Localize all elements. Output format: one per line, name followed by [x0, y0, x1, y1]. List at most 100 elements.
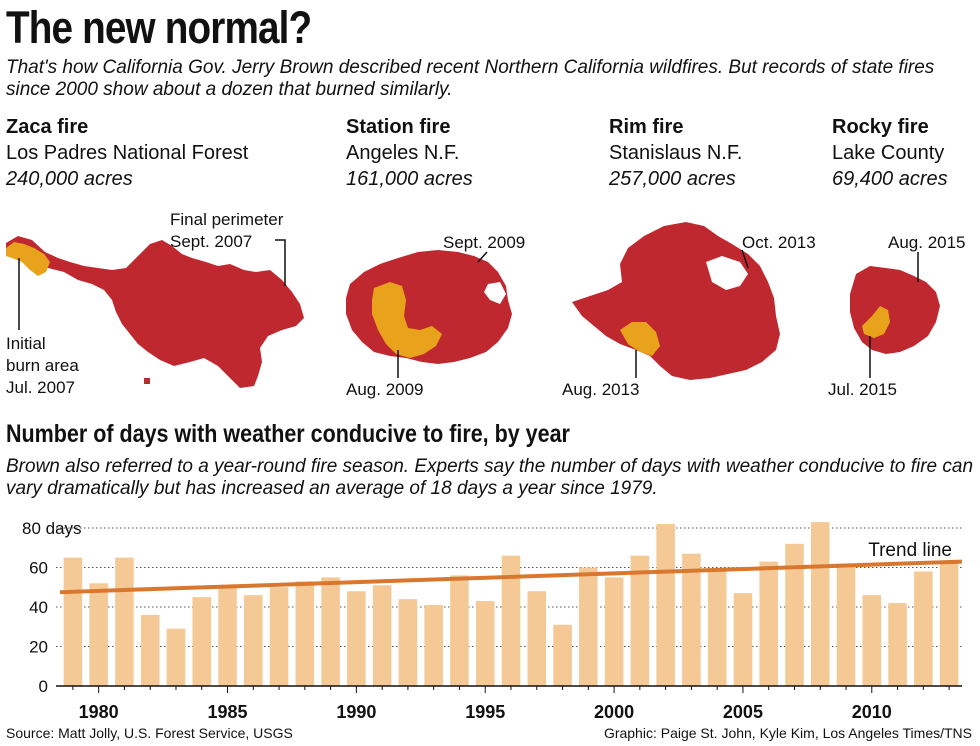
- source-note: Source: Matt Jolly, U.S. Forest Service,…: [6, 725, 293, 741]
- rim-notch: [706, 256, 748, 290]
- rocky-map: [850, 252, 940, 378]
- fire-acres: 161,000 acres: [346, 168, 473, 190]
- zaca-initial-label-2: burn area: [6, 356, 79, 375]
- zaca-final-leader: [275, 239, 286, 286]
- bar: [450, 575, 469, 686]
- x-tick-label: 1995: [465, 702, 505, 722]
- chart-title: Number of days with weather conducive to…: [6, 420, 570, 448]
- bar: [321, 577, 340, 686]
- zaca-initial-label-3: Jul. 2007: [6, 378, 75, 397]
- rocky-final-label: Aug. 2015: [888, 233, 966, 252]
- bar: [914, 571, 933, 686]
- zaca-initial-burn: [6, 242, 50, 276]
- fire-location: Lake County: [832, 142, 945, 164]
- x-tick-label: 1985: [207, 702, 247, 722]
- rocky-final-perimeter: [850, 266, 940, 354]
- bar: [939, 561, 959, 686]
- rim-final-leader: [741, 249, 749, 269]
- zaca-map: [6, 236, 304, 388]
- bar: [707, 571, 727, 686]
- rim-initial-label: Aug. 2013: [562, 380, 640, 399]
- fire-block-rocky: Rocky fire Lake County 69,400 acres: [832, 114, 948, 192]
- bar: [810, 522, 830, 686]
- fire-location: Los Padres National Forest: [6, 142, 249, 164]
- bar: [785, 543, 804, 686]
- bar: [501, 555, 521, 686]
- graphic-credit: Graphic: Paige St. John, Kyle Kim, Los A…: [603, 725, 972, 741]
- trend-label: Trend line: [868, 540, 952, 561]
- bar: [579, 567, 598, 686]
- station-initial-burn: [372, 282, 442, 358]
- bar: [759, 561, 778, 686]
- rim-initial-burn: [620, 322, 660, 356]
- zaca-final-label-1: Final perimeter: [170, 210, 284, 229]
- x-tick-label: 1980: [79, 702, 119, 722]
- bar: [295, 581, 315, 686]
- fire-block-rim: Rim fire Stanislaus N.F. 257,000 acres: [609, 114, 742, 192]
- bar: [862, 595, 882, 686]
- fire-location: Angeles N.F.: [346, 142, 460, 164]
- x-tick-label: 2005: [723, 702, 763, 722]
- page-title: The new normal?: [6, 2, 312, 53]
- bar: [475, 601, 495, 686]
- bar: [166, 628, 186, 686]
- station-initial-label: Aug. 2009: [346, 380, 424, 399]
- bar: [527, 591, 547, 686]
- station-final-leader: [477, 251, 488, 263]
- station-final-label: Sept. 2009: [443, 233, 526, 252]
- fire-acres: 257,000 acres: [609, 168, 736, 190]
- fire-days-chart: 0 20 40 60 80 days 1980 1985 1990 1995 2000 2005 20…: [22, 519, 963, 722]
- x-tick-label: 2010: [852, 702, 892, 722]
- trend-line: [59, 559, 963, 595]
- x-tick-label: 1990: [336, 702, 376, 722]
- y-tick-label: 20: [29, 638, 48, 657]
- fire-name: Station fire: [346, 116, 451, 138]
- fire-name: Rim fire: [609, 116, 684, 138]
- rim-final-label: Oct. 2013: [742, 233, 816, 252]
- intro-text: That's how California Gov. Jerry Brown d…: [6, 57, 935, 100]
- bar: [604, 577, 624, 686]
- bar: [140, 614, 160, 686]
- fire-name: Rocky fire: [832, 116, 929, 138]
- y-tick-label: 0: [39, 677, 48, 696]
- bar: [888, 603, 907, 686]
- bar: [630, 555, 650, 686]
- x-tick-label: 2000: [594, 702, 634, 722]
- bar: [553, 624, 572, 686]
- y-tick-label: 40: [29, 598, 48, 617]
- zaca-final-label-2: Sept. 2007: [170, 232, 253, 251]
- bar: [733, 593, 753, 686]
- zaca-spot: [144, 378, 150, 384]
- rocky-initial-label: Jul. 2015: [828, 380, 897, 399]
- fire-block-station: Station fire Angeles N.F. 161,000 acres: [346, 114, 473, 192]
- bar: [656, 524, 675, 686]
- rim-map: [572, 222, 780, 380]
- bar: [836, 563, 856, 686]
- bar: [424, 605, 443, 686]
- bar: [218, 587, 237, 686]
- fire-block-zaca: Zaca fire Los Padres National Forest 240…: [6, 114, 248, 192]
- bar: [63, 557, 83, 686]
- y-tick-label: 60: [29, 559, 48, 578]
- fire-acres: 240,000 acres: [6, 168, 133, 190]
- fire-maps: [6, 222, 940, 388]
- chart-intro: Brown also referred to a year-round fire…: [6, 456, 974, 499]
- fire-name: Zaca fire: [6, 116, 89, 138]
- bar: [192, 597, 212, 686]
- bar: [682, 553, 701, 686]
- bar: [244, 595, 263, 686]
- zaca-initial-label-1: Initial: [6, 334, 46, 353]
- station-map: [346, 250, 512, 378]
- bar: [89, 583, 108, 686]
- y-tick-label: 80 days: [22, 519, 82, 538]
- bar: [115, 557, 134, 686]
- bar: [398, 599, 418, 686]
- zaca-final-perimeter: [6, 236, 304, 388]
- bar: [269, 587, 289, 686]
- fire-location: Stanislaus N.F.: [609, 142, 743, 164]
- rocky-initial-burn: [862, 306, 890, 338]
- station-notch: [484, 282, 506, 304]
- fire-acres: 69,400 acres: [832, 168, 948, 190]
- bar: [372, 585, 392, 686]
- bar: [347, 591, 366, 686]
